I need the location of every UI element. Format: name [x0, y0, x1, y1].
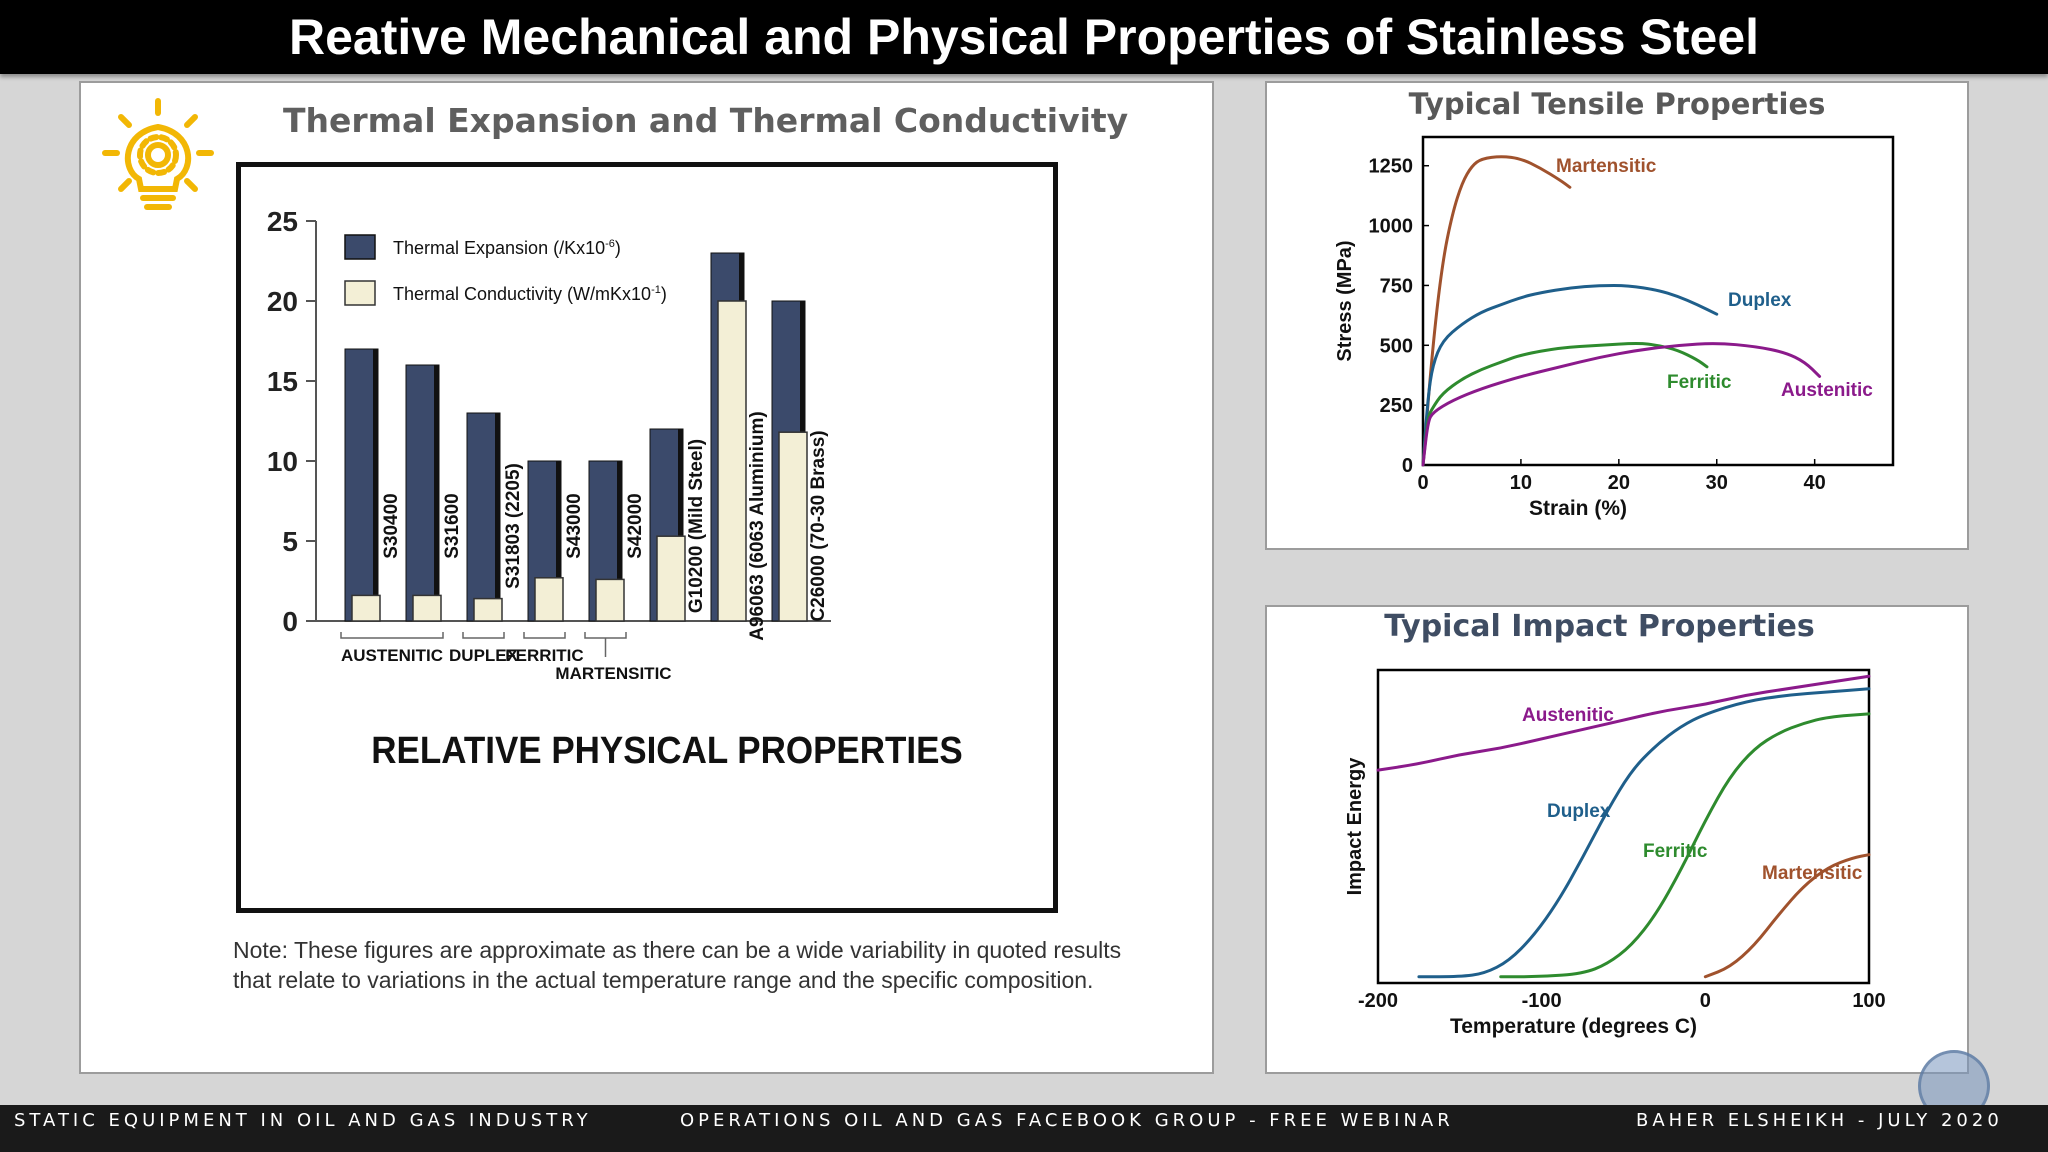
group-bracket: [584, 632, 627, 639]
group-label: DUPLEX: [449, 646, 519, 665]
expansion-bar: [466, 412, 501, 622]
category-label: S42000: [625, 493, 646, 559]
y-tick-label: 1000: [1369, 216, 1414, 238]
y-tick-label: 750: [1380, 275, 1413, 297]
slide-title: Reative Mechanical and Physical Properti…: [0, 0, 2048, 74]
footer-bar: STATIC EQUIPMENT IN OIL AND GAS INDUSTRY…: [0, 1105, 2048, 1152]
series-line-austenitic: [1421, 342, 1822, 467]
expansion-bar: [344, 348, 379, 622]
impact-panel: Typical Impact Properties -200 -100 0 100 Te…: [1265, 605, 1969, 1074]
y-tick-label: 5: [282, 526, 298, 557]
x-tick-label: 40: [1804, 472, 1826, 494]
y-axis-title: Stress (MPa): [1334, 240, 1356, 361]
y-tick-label: 250: [1380, 395, 1413, 417]
series-label-ferritic: Ferritic: [1667, 372, 1732, 393]
category-label: S43000: [564, 493, 585, 559]
category-label: S30400: [381, 493, 402, 559]
conductivity-bar: [656, 535, 686, 622]
impact-panel-title: Typical Impact Properties: [1384, 609, 1815, 644]
series-label-martensitic: Martensitic: [1762, 863, 1863, 884]
x-axis-title: Strain (%): [1529, 497, 1627, 520]
conductivity-bar: [717, 300, 747, 622]
footer-right-text: BAHER ELSHEIKH - JULY 2020: [1636, 1110, 2003, 1131]
y-tick-label: 0: [1402, 455, 1413, 477]
tensile-panel: Typical Tensile Properties 0 10 20 30 40 0 250…: [1265, 81, 1969, 550]
x-tick-label: 100: [1852, 990, 1885, 1012]
tensile-chart-svg: 0 10 20 30 40 0 250 500 750 1000 1250 Strain (%) Str…: [1334, 135, 1895, 520]
expansion-bar-shadow: [678, 429, 683, 621]
plot-frame: [1421, 135, 1895, 467]
series-label-duplex: Duplex: [1728, 290, 1792, 311]
category-label: S31600: [442, 493, 463, 559]
x-tick-label: -200: [1358, 990, 1398, 1012]
footer-center-text: OPERATIONS OIL AND GAS FACEBOOK GROUP - …: [680, 1110, 1454, 1131]
note-line-1: Note: These figures are approximate as t…: [233, 937, 1122, 963]
thermal-panel: Thermal Expansion and Thermal Conductivi…: [79, 81, 1214, 1074]
group-bracket: [462, 632, 505, 639]
group-label: AUSTENITIC: [341, 646, 443, 665]
y-tick-label: 500: [1380, 335, 1413, 357]
x-tick-label: 20: [1608, 472, 1630, 494]
x-tick-label: 0: [1700, 990, 1711, 1012]
lightbulb-gear-icon: [102, 98, 214, 210]
series-label-martensitic: Martensitic: [1556, 156, 1657, 177]
conductivity-bar: [534, 577, 564, 622]
relative-physical-properties-chart: 0 5 10 15 20 25 S30400 S31600 S31803 (2205) S4300…: [236, 162, 1058, 913]
expansion-bar-shadow: [373, 349, 378, 621]
series-label-austenitic: Austenitic: [1522, 705, 1614, 726]
tensile-panel-title: Typical Tensile Properties: [1408, 87, 1826, 121]
y-tick-label: 1250: [1369, 156, 1414, 178]
legend-swatch-conductivity: [344, 280, 376, 306]
chart-title: RELATIVE PHYSICAL PROPERTIES: [371, 729, 963, 772]
group-label: MARTENSITIC: [555, 664, 671, 683]
series-label-austenitic: Austenitic: [1781, 380, 1873, 401]
plot-frame: [1376, 668, 1871, 985]
expansion-bar-shadow: [556, 461, 561, 621]
expansion-bar-shadow: [434, 365, 439, 621]
series-line-ferritic: [1421, 341, 1709, 467]
series-label-ferritic: Ferritic: [1643, 841, 1708, 862]
conductivity-bar: [412, 594, 442, 622]
category-label: C26000 (70-30 Brass): [808, 430, 829, 621]
bar-chart-svg: 0 5 10 15 20 25 S30400 S31600 S31803 (2205) S4300…: [267, 206, 963, 772]
legend-swatch-expansion: [344, 234, 376, 260]
x-tick-label: 0: [1417, 472, 1428, 494]
group-label: FERRITIC: [505, 646, 583, 665]
series-label-duplex: Duplex: [1547, 801, 1611, 822]
conductivity-bar: [778, 431, 808, 622]
y-tick-label: 20: [267, 286, 298, 317]
conductivity-bar: [595, 578, 625, 622]
x-tick-label: 30: [1706, 472, 1728, 494]
category-label: A96063 (6063 Aluminium): [747, 411, 768, 641]
y-axis-title: Impact Energy: [1344, 757, 1366, 896]
y-tick-label: 10: [267, 446, 298, 477]
group-bracket: [523, 632, 566, 639]
expansion-bar-shadow: [617, 461, 622, 621]
y-tick-label: 0: [282, 606, 298, 637]
category-label: S31803 (2205): [503, 463, 524, 589]
series-line-austenitic: [1376, 674, 1871, 772]
thermal-panel-title: Thermal Expansion and Thermal Conductivi…: [283, 101, 1129, 140]
expansion-bar-shadow: [495, 413, 500, 621]
x-tick-label: -100: [1522, 990, 1562, 1012]
series-line-duplex: [1421, 283, 1719, 467]
category-label: G10200 (Mild Steel): [686, 439, 707, 613]
series-line-ferritic: [1499, 712, 1871, 979]
conductivity-bar: [351, 594, 381, 622]
note-line-2: that relate to variations in the actual …: [233, 967, 1094, 993]
y-tick-label: 15: [267, 366, 298, 397]
note-text: Note: These figures are approximate as t…: [233, 935, 1133, 995]
legend-label-expansion: Thermal Expansion (/Kx10-6): [393, 238, 621, 258]
legend-label-conductivity: Thermal Conductivity (W/mKx10-1): [393, 284, 667, 304]
impact-chart-svg: -200 -100 0 100 Temperature (degrees C) Impac…: [1344, 668, 1886, 1038]
series-line-duplex: [1417, 687, 1871, 979]
x-tick-label: 10: [1510, 472, 1532, 494]
x-axis-title: Temperature (degrees C): [1450, 1015, 1697, 1038]
y-tick-label: 25: [267, 206, 298, 237]
conductivity-bar: [473, 597, 503, 622]
series-line-martensitic: [1703, 853, 1871, 979]
series-line-martensitic: [1421, 155, 1572, 467]
footer-left-text: STATIC EQUIPMENT IN OIL AND GAS INDUSTRY: [14, 1110, 592, 1131]
group-bracket: [340, 632, 444, 639]
